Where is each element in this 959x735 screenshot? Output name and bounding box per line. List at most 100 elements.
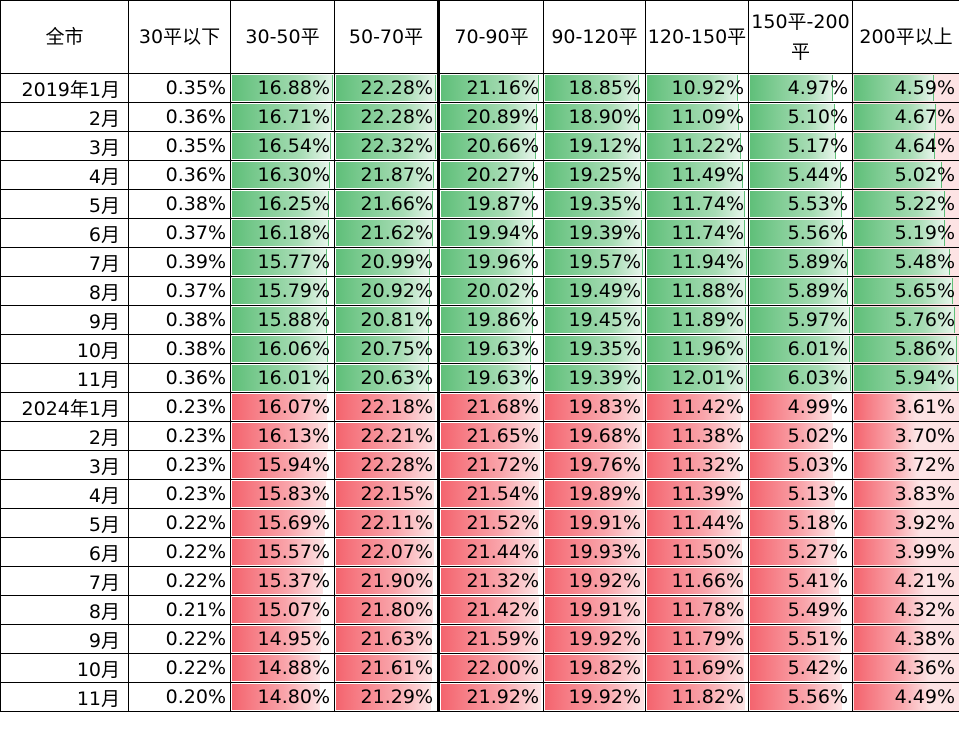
data-bar-cell: 5.02% [852, 160, 959, 190]
data-bar-cell: 5.10% [748, 102, 853, 132]
header-bucket: 150平-200平 [748, 0, 853, 74]
value-cell: 0.22% [128, 508, 231, 538]
value-text: 15.79% [257, 280, 330, 302]
data-bar-cell: 16.71% [230, 102, 335, 132]
data-bar [750, 684, 842, 710]
data-bar [854, 249, 950, 275]
value-text: 20.02% [466, 280, 539, 302]
table-row: 3月 0.35% 16.54% 22.32% 20.66% 19.12% 11.22% 5.1… [0, 131, 959, 161]
value-text: 20.27% [466, 164, 539, 186]
data-bar-cell: 15.77% [230, 247, 335, 277]
data-bar [854, 452, 918, 478]
value-text: 11.44% [671, 512, 744, 534]
data-bar-cell: 18.85% [543, 73, 646, 103]
data-bar [750, 336, 851, 362]
data-bar-cell: 20.75% [334, 334, 439, 364]
value-text: 15.83% [257, 483, 330, 505]
value-cell: 0.38% [128, 189, 231, 219]
data-bar [232, 220, 330, 246]
data-bar-cell: 11.42% [645, 392, 749, 422]
value-cell: 0.38% [128, 334, 231, 364]
data-bar-cell: 11.69% [645, 653, 749, 683]
data-bar-cell: 16.88% [230, 73, 335, 103]
data-bar [854, 75, 935, 101]
data-bar-cell: 5.44% [748, 160, 853, 190]
value-text: 19.45% [568, 309, 641, 331]
data-bar-cell: 16.07% [230, 392, 335, 422]
data-bar [750, 365, 851, 391]
row-month-label: 2月 [0, 102, 129, 132]
data-bar [232, 75, 334, 101]
value-text: 20.89% [466, 106, 539, 128]
data-bar [750, 75, 833, 101]
data-bar [232, 336, 329, 362]
data-bar-cell: 16.18% [230, 218, 335, 248]
value-text: 22.28% [360, 77, 433, 99]
value-text: 11.88% [671, 280, 744, 302]
data-bar-cell: 6.01% [748, 334, 853, 364]
table-row: 7月 0.39% 15.77% 20.99% 19.96% 19.57% 11.94% 5.8… [0, 247, 959, 277]
table-row: 7月 0.22% 15.37% 21.90% 21.32% 19.92% 11.66% 5.4… [0, 566, 959, 596]
data-bar [545, 365, 642, 391]
data-bar [336, 423, 435, 449]
data-bar-cell: 5.02% [748, 421, 853, 451]
data-bar-cell: 5.97% [748, 305, 853, 335]
value-text: 19.91% [568, 599, 641, 621]
value-text: 3.99% [894, 541, 955, 563]
data-bar-cell: 20.66% [437, 131, 544, 161]
data-bar-cell: 5.56% [748, 682, 853, 712]
data-bar [336, 597, 433, 623]
data-bar [750, 249, 849, 275]
value-text: 19.25% [568, 164, 641, 186]
value-text: 14.95% [257, 628, 330, 650]
data-bar [336, 162, 435, 188]
data-bar-cell: 11.79% [645, 624, 749, 654]
value-text: 16.18% [257, 222, 330, 244]
data-bar [545, 510, 644, 536]
data-bar-cell: 5.51% [748, 624, 853, 654]
data-bar [854, 191, 946, 217]
value-text: 22.15% [360, 483, 433, 505]
data-bar-cell: 15.57% [230, 537, 335, 567]
value-text: 3.70% [894, 425, 955, 447]
value-text: 5.03% [787, 454, 848, 476]
data-bar-cell: 6.03% [748, 363, 853, 393]
table-row: 9月 0.22% 14.95% 21.63% 21.59% 19.92% 11.79% 5.5… [0, 624, 959, 654]
data-bar [647, 249, 747, 275]
data-bar [336, 307, 430, 333]
data-bar [647, 75, 739, 101]
data-bar [545, 539, 644, 565]
value-text: 19.35% [568, 338, 641, 360]
data-bar-cell: 21.61% [334, 653, 439, 683]
data-bar-cell: 19.45% [543, 305, 646, 335]
data-bar-cell: 5.49% [748, 595, 853, 625]
value-text: 21.32% [466, 570, 539, 592]
data-bar [647, 452, 741, 478]
value-text: 19.89% [568, 483, 641, 505]
data-bar-cell: 21.87% [334, 160, 439, 190]
data-bar [854, 104, 936, 130]
data-bar-cell: 19.92% [543, 624, 646, 654]
data-bar [545, 75, 640, 101]
data-bar [854, 162, 942, 188]
data-bar [545, 655, 644, 681]
data-bar-cell: 20.99% [334, 247, 439, 277]
data-bar [647, 655, 744, 681]
header-bucket: 120-150平 [645, 0, 749, 74]
value-text: 15.07% [257, 599, 330, 621]
data-bar-cell: 11.38% [645, 421, 749, 451]
data-bar [854, 655, 930, 681]
data-bar-cell: 20.92% [334, 276, 439, 306]
data-bar [545, 278, 643, 304]
value-text: 5.18% [787, 512, 848, 534]
data-bar [545, 394, 644, 420]
data-bar-cell: 22.11% [334, 508, 439, 538]
value-text: 11.38% [671, 425, 744, 447]
data-bar [545, 684, 644, 710]
value-text: 11.09% [671, 106, 744, 128]
value-text: 11.79% [671, 628, 744, 650]
data-bar [545, 568, 644, 594]
data-bar-cell: 11.88% [645, 276, 749, 306]
data-bar [647, 278, 747, 304]
value-cell: 0.36% [128, 363, 231, 393]
